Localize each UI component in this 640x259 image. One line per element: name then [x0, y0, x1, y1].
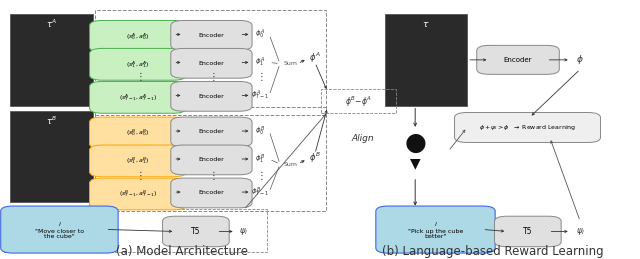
Text: $(s_1^B, a_1^B)$: $(s_1^B, a_1^B)$ [126, 155, 150, 166]
Text: $\vdots$: $\vdots$ [256, 70, 263, 83]
FancyBboxPatch shape [171, 20, 252, 50]
FancyBboxPatch shape [385, 14, 467, 106]
Text: $\phi^B{-}\phi^A$: $\phi^B{-}\phi^A$ [345, 94, 372, 109]
Text: $\vdots$: $\vdots$ [208, 70, 215, 83]
Text: $(s_{T-1}^A, a_{T-1}^A)$: $(s_{T-1}^A, a_{T-1}^A)$ [118, 92, 157, 103]
Text: $\phi^B$: $\phi^B$ [309, 150, 321, 165]
Text: $\vdots$: $\vdots$ [256, 169, 263, 182]
Text: Sum: Sum [283, 162, 297, 167]
Text: $(s_0^A, a_0^A)$: $(s_0^A, a_0^A)$ [126, 31, 150, 42]
Text: $l$
"Move closer to
the cube": $l$ "Move closer to the cube" [35, 220, 84, 239]
Text: $\phi_0^A$: $\phi_0^A$ [255, 28, 265, 41]
Text: Encoder: Encoder [504, 57, 532, 63]
Text: $(s_{T-1}^B, a_{T-1}^B)$: $(s_{T-1}^B, a_{T-1}^B)$ [118, 189, 157, 199]
FancyBboxPatch shape [90, 145, 186, 177]
Text: Encoder: Encoder [198, 157, 224, 162]
Text: T5: T5 [523, 227, 532, 236]
FancyBboxPatch shape [171, 82, 252, 111]
FancyBboxPatch shape [454, 112, 600, 142]
FancyBboxPatch shape [171, 117, 252, 147]
Text: ▼: ▼ [410, 156, 420, 170]
FancyBboxPatch shape [376, 206, 495, 253]
Text: $\psi_l$: $\psi_l$ [575, 226, 585, 237]
FancyBboxPatch shape [10, 14, 93, 106]
FancyBboxPatch shape [90, 48, 186, 80]
Text: $\vdots$: $\vdots$ [208, 169, 215, 182]
Text: $\phi$: $\phi$ [577, 53, 584, 66]
FancyBboxPatch shape [90, 178, 186, 210]
Text: $\psi_l$: $\psi_l$ [239, 226, 248, 237]
Text: $\tau^B$: $\tau^B$ [46, 115, 57, 127]
FancyBboxPatch shape [1, 206, 118, 253]
FancyBboxPatch shape [163, 216, 229, 247]
Text: $\vdots$: $\vdots$ [136, 169, 143, 182]
Text: $\phi_{T-1}^B$: $\phi_{T-1}^B$ [250, 185, 269, 199]
Text: $(s_0^B, a_0^B)$: $(s_0^B, a_0^B)$ [126, 127, 150, 138]
Text: $\phi + \psi_l > \phi$  $\rightarrow$ Reward Learning: $\phi + \psi_l > \phi$ $\rightarrow$ Rew… [479, 123, 576, 132]
Text: Align: Align [351, 134, 374, 143]
FancyBboxPatch shape [90, 20, 186, 52]
FancyBboxPatch shape [495, 216, 561, 247]
Text: $l$
"Pick up the cube
better": $l$ "Pick up the cube better" [408, 220, 463, 239]
Text: Encoder: Encoder [198, 190, 224, 196]
FancyBboxPatch shape [90, 82, 186, 113]
Text: $\phi_0^B$: $\phi_0^B$ [255, 124, 265, 138]
Text: $\phi_1^B$: $\phi_1^B$ [255, 152, 265, 166]
Text: $\phi^A$: $\phi^A$ [309, 50, 321, 64]
Text: $\vdots$: $\vdots$ [136, 70, 143, 83]
Text: Encoder: Encoder [198, 130, 224, 134]
Text: Encoder: Encoder [198, 33, 224, 38]
FancyBboxPatch shape [477, 45, 559, 74]
Text: Encoder: Encoder [198, 94, 224, 99]
FancyBboxPatch shape [171, 178, 252, 208]
FancyBboxPatch shape [171, 48, 252, 78]
Text: (a) Model Architecture: (a) Model Architecture [116, 245, 248, 258]
Text: $\phi_1^A$: $\phi_1^A$ [255, 56, 265, 69]
Text: $(s_1^A, a_1^A)$: $(s_1^A, a_1^A)$ [126, 59, 150, 70]
Text: (b) Language-based Reward Learning: (b) Language-based Reward Learning [382, 245, 604, 258]
FancyBboxPatch shape [90, 117, 186, 149]
Text: $\phi_{T-1}^A$: $\phi_{T-1}^A$ [250, 89, 269, 102]
Text: Sum: Sum [283, 61, 297, 66]
Text: $\tau$: $\tau$ [422, 20, 429, 29]
FancyBboxPatch shape [171, 145, 252, 175]
Text: ●: ● [404, 131, 426, 154]
Text: T5: T5 [191, 227, 200, 236]
Text: Encoder: Encoder [198, 61, 224, 66]
FancyBboxPatch shape [10, 111, 93, 202]
Text: $\tau^A$: $\tau^A$ [46, 18, 57, 31]
